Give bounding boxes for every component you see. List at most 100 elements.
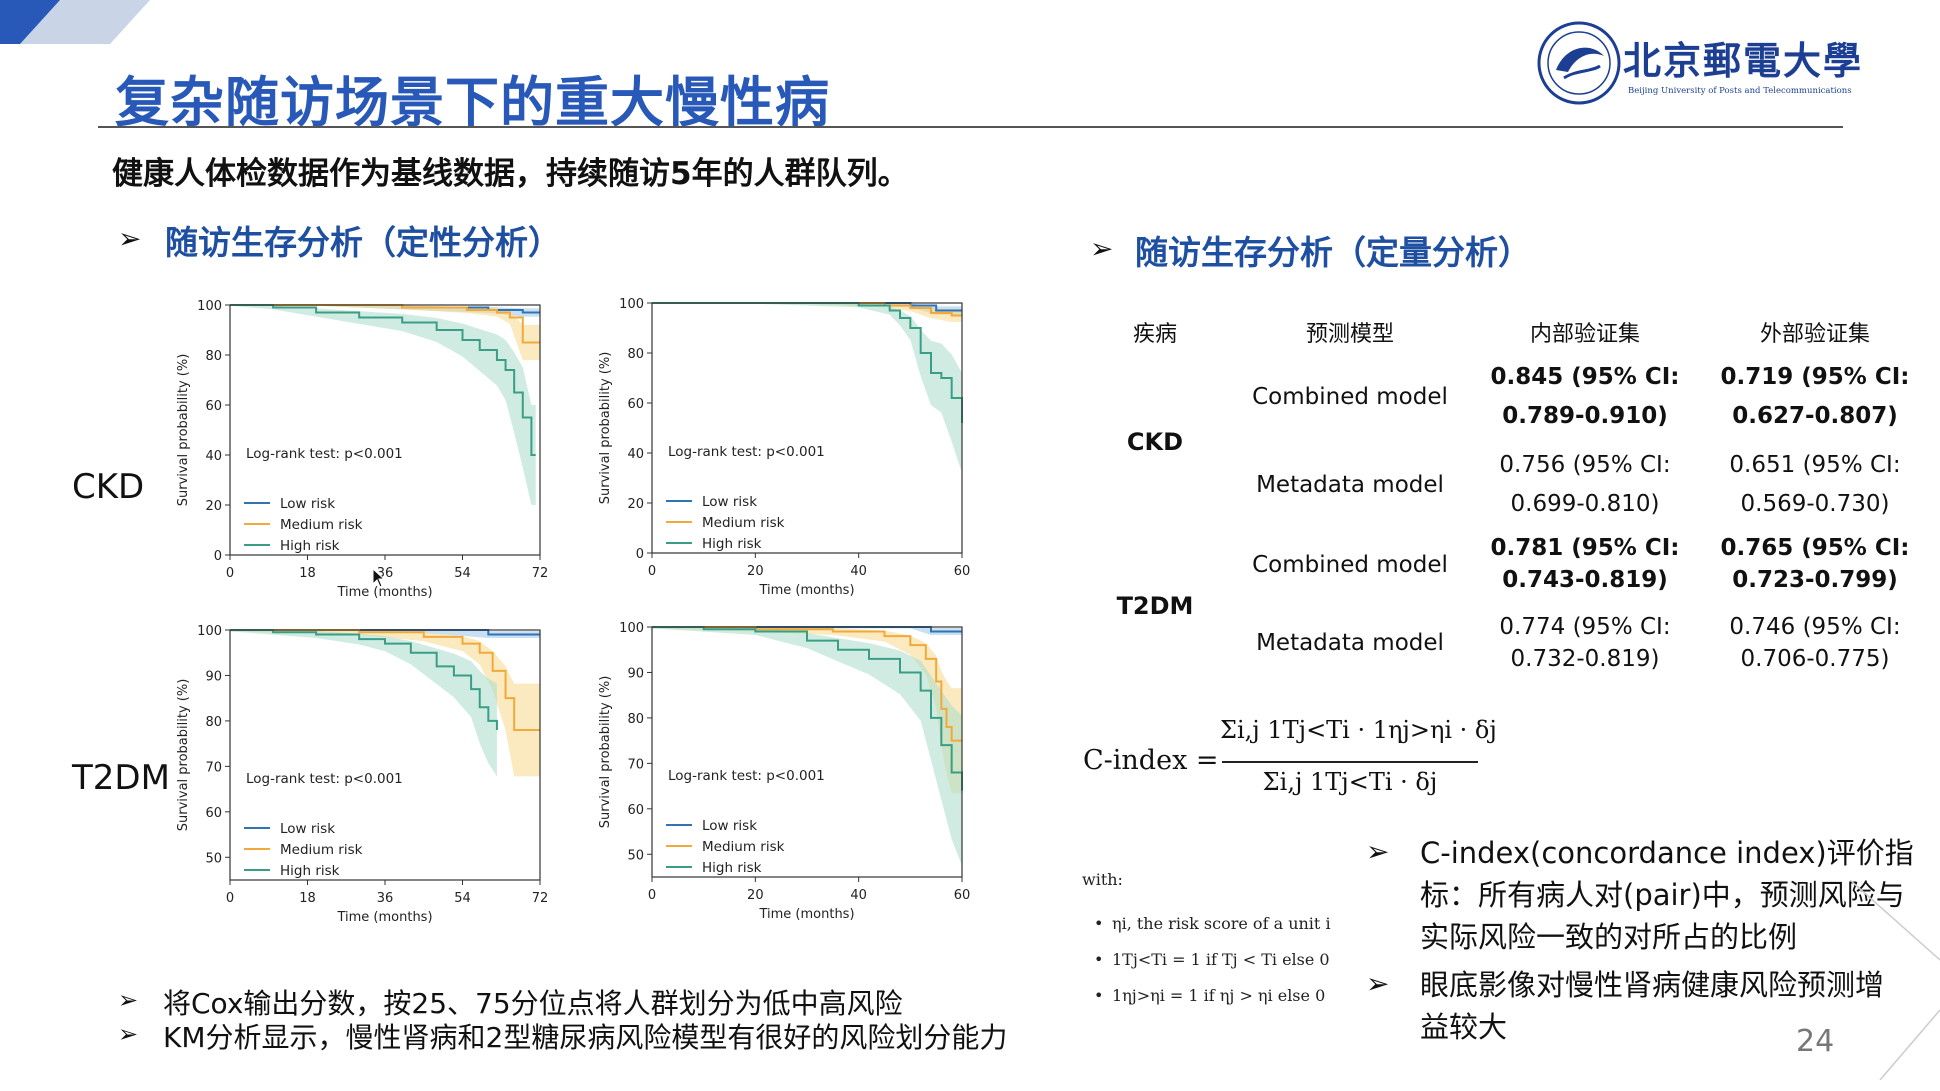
university-seal-icon [1537,21,1621,105]
formula-fraction-bar [1222,761,1478,763]
table-cell-external: 0.719 (95% CI: [1720,364,1910,390]
y-tick-label: 80 [205,715,222,730]
table-cell-internal: 0.789-0.910) [1502,403,1668,429]
table-model: Combined model [1252,384,1448,410]
plot-frame [651,626,963,878]
table-header-model: 预测模型 [1305,322,1394,347]
y-tick-label: 80 [205,349,222,364]
y-tick-label: 40 [205,449,222,464]
table-model: Metadata model [1256,630,1444,656]
km-line-medium-risk [652,626,962,742]
y-tick-label: 20 [627,497,644,512]
table-disease-ckd: CKD [1126,428,1184,456]
section-qualitative: 随访生存分析（定性分析） [165,223,561,262]
table-cell-external: 0.651 (95% CI: [1729,452,1901,478]
legend-label-high-risk: High risk [702,536,762,552]
y-axis-label: Survival probability (%) [598,352,613,505]
legend-label-medium-risk: Medium risk [702,839,785,855]
legend-label-high-risk: High risk [702,860,762,876]
legend-label-low-risk: Low risk [280,821,335,837]
note-arrow-icon: ➢ [118,986,139,1014]
section-arrow-icon: ➢ [1090,232,1114,265]
formula-denominator: Σi,j 1Tj<Ti · δj [1262,768,1438,796]
note-right-line: C-index(concordance index)评价指 [1420,836,1914,870]
y-tick-label: 40 [627,447,644,462]
formula-bullet: • [1094,950,1104,969]
x-axis-label: Time (months) [758,583,854,598]
legend-label-low-risk: Low risk [702,494,757,510]
table-header-internal: 内部验证集 [1529,322,1640,347]
logrank-annotation: Log-rank test: p<0.001 [668,444,825,460]
decorative-lines [1850,880,1940,1080]
table-model: Metadata model [1256,472,1444,498]
legend-label-medium-risk: Medium risk [702,515,785,531]
ci-band-high-risk [652,627,962,866]
x-tick-label: 0 [648,564,656,579]
note-left-line: KM分析显示，慢性肾病和2型糖尿病风险模型有很好的风险划分能力 [163,1021,1008,1054]
table-cell-internal: 0.756 (95% CI: [1499,452,1671,478]
table-cell-external: 0.706-0.775) [1740,646,1890,672]
intro-text: 健康人体检数据作为基线数据，持续随访5年的人群队列。 [112,156,909,192]
title-divider [98,126,1843,128]
x-tick-label: 36 [377,891,394,906]
legend-label-high-risk: High risk [280,863,340,879]
note-right-line: 眼底影像对慢性肾病健康风险预测增 [1420,968,1885,1002]
logrank-annotation: Log-rank test: p<0.001 [246,446,403,462]
ci-band-high-risk [230,305,536,505]
y-tick-label: 50 [205,851,222,866]
y-tick-label: 70 [627,757,644,772]
legend-label-low-risk: Low risk [702,818,757,834]
y-tick-label: 0 [636,547,644,562]
km-line-high-risk [652,302,963,423]
y-tick-label: 60 [205,806,222,821]
table-cell-internal: 0.732-0.819) [1510,646,1660,672]
page-number: 24 [1796,1024,1835,1059]
y-tick-label: 20 [205,499,222,514]
y-tick-label: 60 [627,803,644,818]
formula-lhs: C-index = [1083,745,1219,776]
x-axis-label: Time (months) [758,907,854,922]
section-quantitative: 随访生存分析（定量分析） [1135,233,1531,272]
formula-bullet-text: ηi, the risk score of a unit i [1112,914,1331,933]
km-line-medium-risk [230,629,540,731]
legend-label-medium-risk: Medium risk [280,517,363,533]
note-arrow-icon: ➢ [1366,967,1390,1000]
y-tick-label: 80 [627,347,644,362]
km-plot-t2dm-right: 50 60 70 80 90 100 0 20 40 60 Time (months) Surviva… [598,621,971,922]
table-model: Combined model [1252,552,1448,578]
table-cell-internal: 0.699-0.810) [1510,491,1660,517]
table-cell-internal: 0.743-0.819) [1502,567,1668,593]
x-tick-label: 60 [954,888,971,903]
note-right-line: 益较大 [1420,1010,1508,1044]
y-tick-label: 60 [205,399,222,414]
logo-text-en: Beijing University of Posts and Telecomm… [1628,86,1852,96]
y-tick-label: 100 [619,297,644,312]
y-tick-label: 100 [197,624,222,639]
table-cell-external: 0.746 (95% CI: [1729,614,1901,640]
x-axis-label: Time (months) [336,910,432,925]
mouse-cursor-icon [372,568,386,588]
legend-label-high-risk: High risk [280,538,340,554]
x-tick-label: 20 [747,564,764,579]
y-axis-label: Survival probability (%) [176,354,191,507]
logrank-annotation: Log-rank test: p<0.001 [668,768,825,784]
km-plot-ckd-right: 0 20 40 60 80 100 0 20 40 60 Time (months) Survival… [598,297,970,598]
y-axis-label: Survival probability (%) [598,676,613,829]
y-tick-label: 90 [627,666,644,681]
note-right-line: 实际风险一致的对所占的比例 [1420,920,1798,954]
x-tick-label: 54 [454,566,471,581]
row-label-t2dm: T2DM [72,758,170,798]
x-tick-label: 18 [299,891,316,906]
x-tick-label: 0 [226,891,234,906]
y-tick-label: 60 [627,397,644,412]
note-arrow-icon: ➢ [118,1020,139,1048]
ci-band-high-risk [230,630,497,777]
x-tick-label: 40 [850,888,867,903]
table-cell-external: 0.569-0.730) [1740,491,1890,517]
km-line-high-risk [230,629,498,730]
note-right-line: 标：所有病人对(pair)中，预测风险与 [1420,878,1905,912]
table-header-external: 外部验证集 [1759,322,1870,347]
logo-text-cn: 北京郵電大學 [1623,38,1864,83]
x-tick-label: 18 [299,566,316,581]
x-tick-label: 72 [532,891,549,906]
